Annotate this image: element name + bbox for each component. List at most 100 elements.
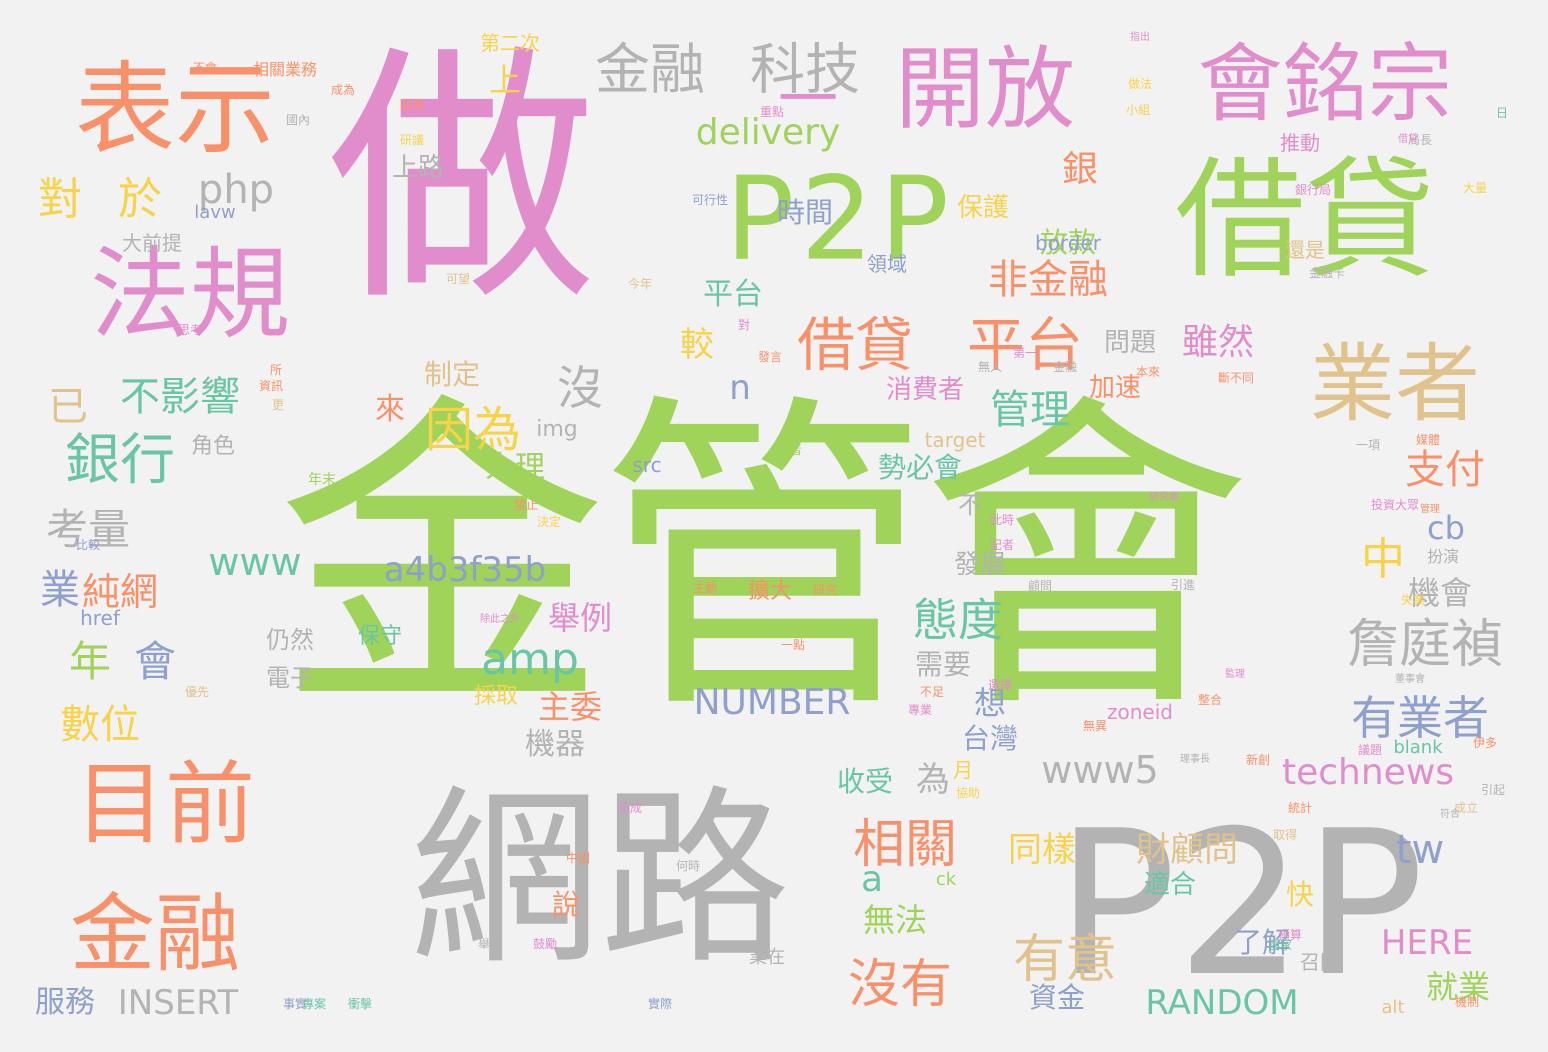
cloud-word: 表示 [75,51,275,168]
cloud-word: 需要 [914,648,972,681]
cloud-word: 上 [488,61,522,99]
cloud-word: 保守 [357,624,403,649]
cloud-word: 主委 [537,688,603,726]
cloud-word: 支付 [1405,447,1485,493]
cloud-word: 相關業務 [252,60,318,79]
cloud-word: 此時 [989,513,1015,527]
cloud-word: 問題 [1103,328,1157,358]
cloud-word: 收受 [836,765,894,798]
cloud-word: 媒體 [1415,433,1441,447]
cloud-word: 已 [48,384,88,430]
cloud-word: 成立 [1453,801,1479,815]
cloud-word: 所 [269,363,283,377]
cloud-word: src [632,453,662,477]
cloud-word: 做法 [1127,77,1153,91]
cloud-word: RANDOM [1145,983,1299,1023]
cloud-word: 決定 [536,515,562,529]
cloud-word: blank [1393,737,1443,758]
cloud-word: 資金 [1028,981,1086,1014]
cloud-word: 來 [375,392,405,427]
cloud-word: 銀 [1061,149,1099,190]
cloud-word: technews [1281,752,1455,793]
cloud-word: 勢必會 [877,451,963,484]
cloud-word: cb [1427,509,1465,547]
cloud-word: zoneid [1107,700,1173,724]
cloud-word: 扮演 [1426,547,1460,566]
cloud-word: 電子 [266,664,314,692]
cloud-word: 國內 [285,113,311,127]
cloud-word: 比較 [75,538,101,552]
cloud-word: 新創 [1245,753,1271,767]
cloud-word: 舉辦 [477,937,503,951]
cloud-word: 相關 [852,815,958,875]
cloud-word: 失業 [1400,593,1426,607]
cloud-word: 沒有 [847,955,953,1015]
cloud-word: 董事會 [1395,674,1425,685]
cloud-word: amp [481,634,579,685]
cloud-word: 何時 [675,859,701,873]
cloud-word: 管理 [1420,504,1440,515]
cloud-word: www [208,540,302,584]
cloud-word: 上路 [391,153,445,183]
cloud-word: 數位 [60,702,140,748]
cloud-word: 銀行局 [1294,183,1332,197]
cloud-word: 開放 [895,37,1075,142]
cloud-word: 業者 [1309,335,1481,435]
cloud-word: 仍然 [266,626,314,654]
cloud-word: 業者 [777,443,803,457]
cloud-word: 預算 [1277,928,1303,942]
cloud-word: a [860,859,884,900]
cloud-word: 說 [551,888,581,921]
cloud-word: 伊多 [1472,736,1498,750]
cloud-word: 銀行 [64,427,176,492]
cloud-word: 舉例 [547,599,613,637]
cloud-word: delivery [695,112,841,153]
cloud-word: 管理 [990,387,1070,433]
cloud-word: 研究員 [1149,492,1179,503]
cloud-word: 擴大 [747,579,793,604]
cloud-word: 保護 [956,193,1010,223]
cloud-word: 不會 [192,61,218,75]
cloud-word: 監理 [1225,669,1245,680]
cloud-word: a4b3f35b [383,550,547,590]
cloud-word: 對 [38,174,82,225]
cloud-word: 成為 [330,83,356,97]
cloud-word: 一項 [1355,438,1381,452]
cloud-word: 網路 [409,769,791,990]
cloud-word: 因為 [424,402,522,458]
cloud-word: 機制 [1454,995,1480,1009]
cloud-word: 不 [958,491,982,519]
cloud-word: 本來 [1135,365,1161,379]
cloud-word: 服務 [35,985,95,1020]
cloud-word: 月 [953,758,973,782]
cloud-word: 沒 [557,361,603,415]
cloud-word: 就業 [1425,968,1491,1006]
cloud-word: img [536,417,578,442]
cloud-word: 推動 [1280,131,1320,155]
cloud-word: target [924,428,986,452]
cloud-word: 法規 [90,236,290,353]
cloud-word: 借貸 [1398,134,1418,145]
cloud-word: 放款 [1039,226,1097,259]
cloud-word: 思考 [177,323,203,337]
cloud-word: 投資大眾 [1370,498,1420,512]
cloud-word: 金融 [1052,360,1078,374]
cloud-word: alt [1381,997,1405,1018]
cloud-word: 選擇 [987,678,1013,692]
cloud-word: NUMBER [693,682,851,723]
cloud-word: HERE [1380,923,1474,963]
cloud-word: 議題 [1357,743,1383,757]
cloud-word: 更 [271,398,285,412]
cloud-word: 引進 [1170,578,1196,592]
cloud-word: 金融 [594,37,706,102]
cloud-word: 年 [68,637,112,686]
cloud-word: 雖然 [1181,322,1255,363]
cloud-word: 想 [973,684,1007,722]
cloud-word: 指出 [1130,32,1150,43]
cloud-word: 快 [1285,878,1315,911]
cloud-word: 專案 [301,997,327,1011]
cloud-word: ck [935,869,957,890]
cloud-word: 科技 [749,37,861,102]
cloud-word: 還是 [1285,238,1325,262]
